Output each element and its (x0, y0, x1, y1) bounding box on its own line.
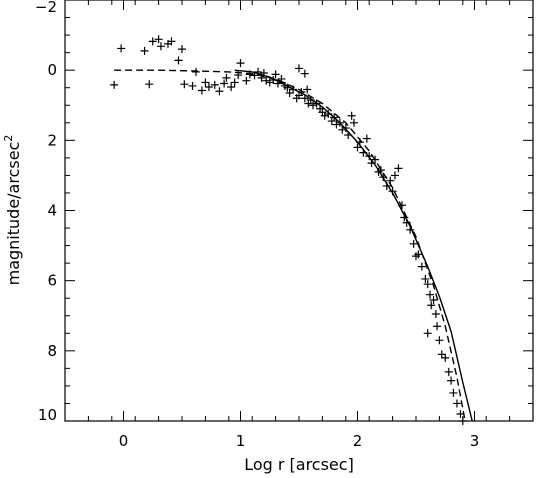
data-point (215, 87, 224, 96)
data-point (201, 78, 210, 87)
x-tick-label: 2 (353, 432, 363, 450)
data-point (110, 80, 119, 89)
data-point (394, 164, 403, 173)
data-point (197, 86, 206, 95)
data-point (417, 262, 426, 271)
data-point (347, 111, 356, 120)
y-tick-label: 10 (38, 406, 57, 424)
data-point (341, 124, 350, 133)
data-point (242, 76, 251, 85)
data-point (458, 417, 467, 425)
data-point (390, 171, 399, 180)
y-axis-title-main: magnitude/arcsec (4, 142, 23, 286)
x-tick-label: 3 (470, 432, 480, 450)
data-point (423, 329, 432, 338)
data-point (230, 78, 239, 87)
data-point (409, 239, 418, 248)
data-point (140, 46, 149, 55)
data-point (236, 59, 245, 68)
data-point (441, 353, 450, 362)
data-point (414, 250, 423, 259)
dashed-fit-line (114, 69, 466, 422)
data-point (338, 125, 347, 134)
data-point (349, 118, 358, 127)
data-point (188, 81, 197, 90)
data-point (167, 37, 176, 46)
data-point (431, 309, 440, 318)
data-point (426, 290, 435, 299)
data-point (444, 367, 453, 376)
data-point (154, 35, 163, 44)
data-point (353, 143, 362, 152)
data-point (300, 69, 309, 78)
data-point (222, 73, 231, 82)
data-series (110, 35, 473, 425)
data-point (429, 295, 438, 304)
y-axis-title: magnitude/arcsec2 (2, 135, 23, 286)
data-point (452, 399, 461, 408)
data-point (285, 88, 294, 97)
data-point (210, 80, 219, 89)
data-point (178, 45, 186, 54)
data-point (427, 301, 436, 310)
data-point (148, 37, 157, 46)
data-point (437, 350, 446, 359)
data-point (433, 322, 442, 331)
data-point (320, 111, 329, 120)
data-point (220, 79, 229, 88)
data-point (117, 44, 126, 53)
data-point (362, 134, 371, 143)
x-tick-label: 1 (236, 432, 246, 450)
data-point (156, 42, 165, 51)
y-tick-label: 4 (47, 202, 57, 220)
plot-frame (64, 0, 534, 422)
data-point (435, 336, 444, 345)
data-point (421, 274, 430, 283)
data-point (204, 83, 213, 92)
data-point (309, 101, 318, 110)
y-axis-title-superscript: 2 (2, 135, 15, 142)
solid-fit-line (234, 69, 473, 422)
data-point (145, 80, 154, 89)
y-tick-label: 8 (47, 342, 57, 360)
data-point (180, 80, 189, 89)
data-point (449, 388, 458, 397)
data-point (303, 85, 312, 94)
data-point (423, 280, 432, 289)
y-tick-label: 0 (47, 61, 57, 79)
y-tick-labels: −2 0 2 4 6 8 10 (35, 0, 57, 424)
data-point (271, 70, 280, 79)
y-tick-label: −2 (35, 0, 57, 16)
data-point (227, 83, 236, 92)
data-point (262, 76, 271, 85)
data-point (332, 120, 341, 129)
y-tick-label: 6 (47, 272, 57, 290)
data-point (447, 376, 456, 385)
x-tick-label: 0 (119, 432, 129, 450)
data-point (174, 56, 183, 65)
x-axis-title: Log r [arcsec] (244, 455, 354, 474)
axis-ticks (64, 0, 534, 422)
data-point (295, 64, 303, 73)
x-tick-labels: 0 1 2 3 (119, 432, 480, 450)
data-point (192, 67, 201, 76)
y-tick-label: 2 (47, 131, 57, 149)
